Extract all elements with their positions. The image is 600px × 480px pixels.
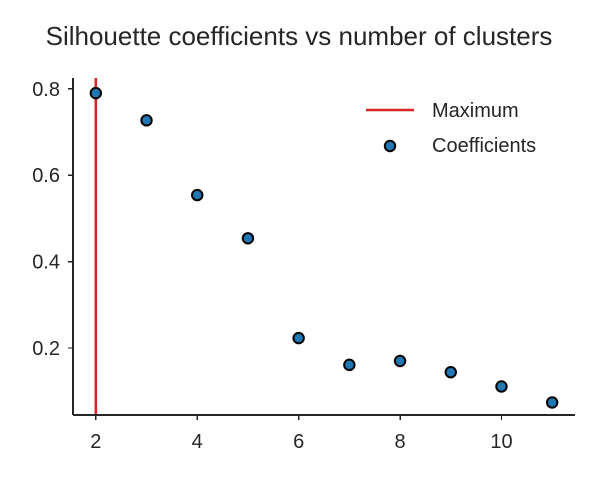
plot-area (89, 78, 559, 415)
data-point (444, 366, 457, 379)
data-point (89, 86, 103, 100)
legend: Maximum Coefficients (366, 100, 536, 157)
data-point (191, 188, 204, 202)
x-tick-label: 6 (293, 431, 304, 453)
data-point (241, 232, 255, 245)
legend-maximum-label: Maximum (432, 100, 519, 122)
x-tick-label: 4 (192, 431, 203, 453)
y-tick-label: 0.4 (32, 252, 60, 274)
chart-title: Silhouette coefficients vs number of clu… (46, 21, 553, 51)
x-tick-label: 10 (490, 431, 512, 453)
x-tick-label: 8 (394, 431, 405, 453)
y-tick-label: 0.6 (32, 165, 60, 187)
data-point (292, 331, 305, 345)
legend-coefficients-swatch (383, 139, 397, 153)
y-tick-label: 0.2 (32, 338, 60, 360)
data-point (545, 396, 559, 409)
data-point (495, 380, 508, 393)
y-tick-label: 0.8 (32, 79, 60, 101)
legend-coefficients-label: Coefficients (432, 135, 536, 157)
data-point (140, 114, 153, 127)
data-point (393, 354, 407, 368)
axes: 2 4 6 8 10 0.2 0.4 0.6 0.8 (32, 78, 575, 453)
data-point (343, 358, 356, 372)
x-tick-label: 2 (90, 431, 101, 453)
